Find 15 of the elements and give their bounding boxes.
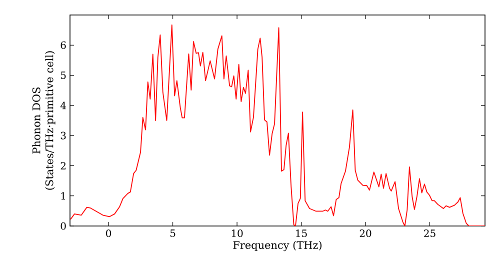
x-tick-label: 0: [106, 230, 112, 238]
y-tick-label: 2: [60, 162, 66, 170]
x-tick-label: 20: [360, 230, 372, 238]
y-tick-label: 1: [61, 192, 66, 200]
y-tick-label: 3: [60, 132, 66, 140]
x-axis-title: Frequency (THz): [233, 240, 322, 252]
x-tick-label: 25: [424, 230, 436, 238]
y-tick-label: 4: [60, 102, 66, 110]
y-tick-label: 0: [60, 222, 66, 230]
x-tick-label: 15: [296, 230, 307, 238]
x-tick-label: 5: [170, 230, 176, 237]
y-axis-title: Phonon DOS (States/THz·primitive cell): [32, 51, 56, 190]
y-tick-label: 5: [60, 72, 66, 79]
x-tick-label: 10: [232, 230, 243, 238]
y-tick-label: 6: [60, 41, 66, 49]
